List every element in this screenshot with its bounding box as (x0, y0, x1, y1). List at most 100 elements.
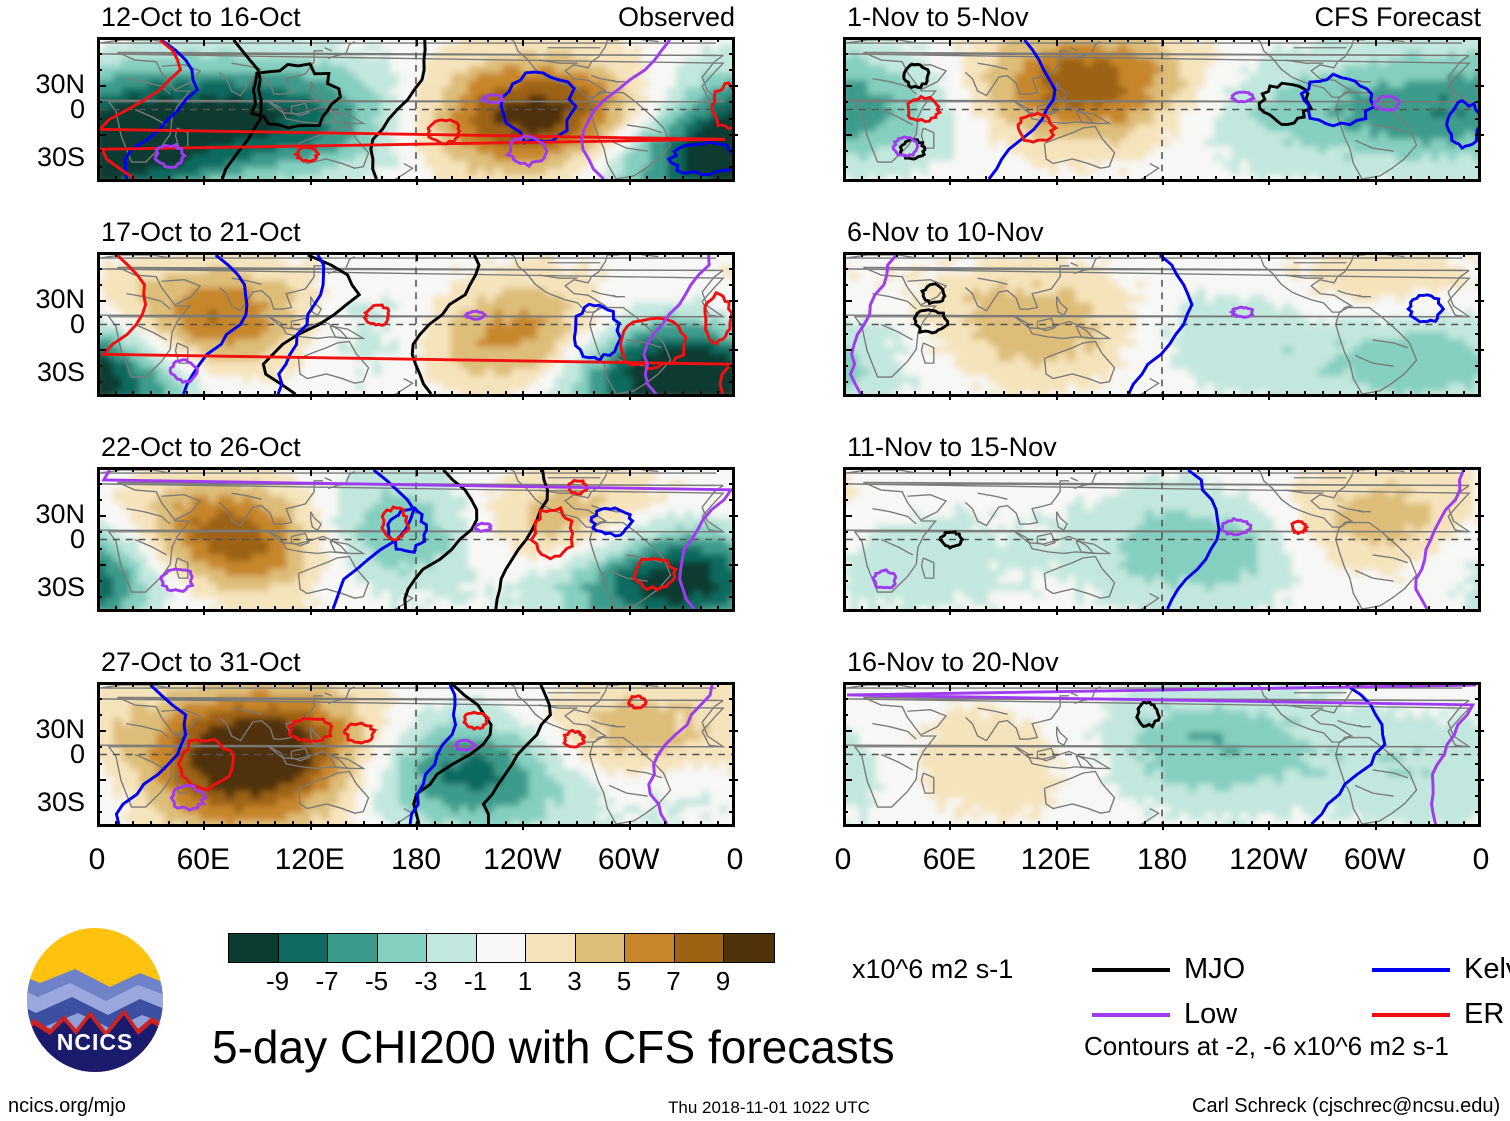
y-tick-mark (729, 69, 734, 72)
x-tick-mark (221, 252, 224, 257)
x-tick-mark (860, 252, 863, 257)
x-tick-mark (203, 391, 206, 400)
map-panel-6[interactable] (843, 252, 1481, 397)
y-tick-mark (97, 762, 102, 765)
x-tick-mark (1303, 391, 1306, 396)
x-tick-mark (203, 176, 206, 185)
x-tick-mark (628, 467, 631, 476)
x-tick-mark (291, 37, 294, 42)
x-tick-mark (380, 391, 383, 396)
x-tick-mark (1250, 467, 1253, 472)
x-tick-mark (967, 391, 970, 396)
x-tick-mark (345, 37, 348, 42)
y-tick-mark (843, 268, 848, 271)
x-tick-mark (504, 176, 507, 181)
map-panel-3[interactable] (97, 467, 735, 612)
panel-title-5: 1-Nov to 5-Nov (847, 2, 1029, 32)
x-tick-mark (646, 682, 649, 687)
x-tick-mark (1020, 37, 1023, 42)
x-tick-mark (1268, 37, 1271, 46)
x-tick-mark (1268, 252, 1271, 261)
footer-timestamp: Thu 2018-11-01 1022 UTC (668, 1098, 870, 1117)
y-tick-mark (729, 730, 738, 733)
x-tick-mark (398, 252, 401, 257)
x-tick-mark (1091, 176, 1094, 181)
x-tick-mark (1144, 176, 1147, 181)
x-tick-mark (132, 252, 135, 257)
y-tick-mark (1475, 714, 1480, 717)
x-tick-mark (628, 391, 631, 400)
colorbar-tick-3: 3 (567, 966, 582, 996)
figure-title: 5-day CHI200 with CFS forecasts (212, 1021, 895, 1073)
x-tick-mark (1162, 682, 1164, 691)
y-tick-mark (97, 85, 106, 88)
map-panel-7[interactable] (843, 467, 1481, 612)
x-tick-mark (984, 391, 987, 396)
y-tick-mark (97, 53, 102, 56)
map-panel-4[interactable] (97, 682, 735, 827)
x-tick-mark (664, 821, 667, 826)
map-panel-1[interactable] (97, 37, 735, 182)
y-tick-mark (97, 380, 102, 383)
x-tick-mark (664, 252, 667, 257)
x-tick-mark (167, 682, 170, 687)
x-tick-mark (469, 37, 472, 42)
x-tick-mark (1268, 821, 1271, 830)
y-tick-mark (97, 698, 102, 701)
x-tick-mark (1356, 606, 1359, 611)
x-tick-mark (1250, 682, 1253, 687)
x-tick-mark (1463, 37, 1466, 42)
x-tick-mark (486, 37, 489, 42)
x-tick-mark (1392, 391, 1395, 396)
x-tick-mark (1268, 391, 1271, 400)
x-tick-mark (646, 821, 649, 826)
x-tick-mark (327, 391, 330, 396)
legend-item-mjo[interactable]: MJO (1092, 955, 1245, 984)
y-tick-mark (843, 483, 848, 486)
x-tick-mark (1055, 606, 1058, 615)
footer-website[interactable]: ncics.org/mjo (8, 1095, 126, 1117)
x-tick-mark (1356, 821, 1359, 826)
x-tick-mark (949, 467, 952, 476)
x-tick-mark (1091, 606, 1094, 611)
x-tick-mark (469, 252, 472, 257)
x-tick-mark (1179, 176, 1182, 181)
y-tick-mark (729, 348, 738, 351)
y-tick-mark (729, 268, 734, 271)
y-axis-label-30n: 30N (35, 69, 85, 100)
x-tick-mark (1286, 252, 1289, 257)
x-tick-mark (540, 682, 543, 687)
map-field-2 (100, 255, 732, 394)
x-tick-mark (1410, 682, 1413, 687)
x-tick-mark (1410, 821, 1413, 826)
x-tick-mark (646, 467, 649, 472)
x-tick-mark (1339, 252, 1342, 257)
x-tick-mark (1339, 682, 1342, 687)
x-tick-mark (416, 176, 418, 185)
x-tick-mark (913, 682, 916, 687)
x-tick-mark (167, 176, 170, 181)
legend-item-kelvin-x2[interactable]: Kelvin x2 (1372, 955, 1510, 984)
x-tick-mark (185, 821, 188, 826)
x-tick-mark (1126, 176, 1129, 181)
x-tick-mark (1055, 176, 1058, 185)
map-panel-2[interactable] (97, 252, 735, 397)
legend-item-er[interactable]: ER (1372, 1000, 1504, 1029)
x-tick-mark (717, 682, 720, 687)
x-tick-mark (1427, 252, 1430, 257)
x-tick-mark (1144, 37, 1147, 42)
map-panel-8[interactable] (843, 682, 1481, 827)
map-panel-5[interactable] (843, 37, 1481, 182)
x-tick-mark (1055, 682, 1058, 691)
x-tick-mark (1250, 821, 1253, 826)
x-tick-mark (699, 391, 702, 396)
x-tick-mark (540, 176, 543, 181)
x-tick-mark (575, 606, 578, 611)
x-tick-mark (1250, 391, 1253, 396)
x-tick-mark (878, 606, 881, 611)
x-tick-mark (896, 821, 899, 826)
x-tick-mark (1091, 252, 1094, 257)
legend-item-low[interactable]: Low (1092, 1000, 1237, 1029)
y-tick-mark (843, 300, 852, 303)
x-tick-mark (1374, 252, 1377, 261)
